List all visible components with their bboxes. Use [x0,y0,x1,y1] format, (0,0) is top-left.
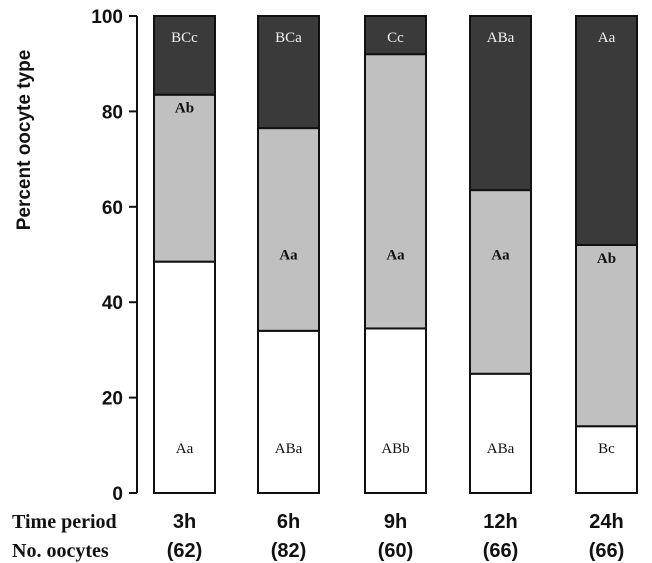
y-tick-label: 0 [112,484,123,505]
bar-segment [257,127,320,332]
bar-group-6h: ABa Aa BCa [257,15,320,494]
x-tick-label: 3h [173,511,196,533]
bar-segment-label: ABa [487,441,515,457]
y-axis: 0 20 40 60 80 100 [91,7,138,505]
oocyte-count-label: No. oocytes [12,540,109,562]
bar-segment [153,93,216,263]
bar-group-12h: ABa Aa ABa [469,15,532,494]
bar-segment-label: Aa [386,247,405,263]
bar-segment-label: ABa [275,441,303,457]
bar-segment [153,15,216,96]
y-tick-label: 60 [102,198,123,219]
oocyte-count: (62) [167,540,203,562]
oocyte-count: (82) [271,540,307,562]
bar-group-3h: Aa Ab BCc [153,15,216,494]
bars: Aa Ab BCc ABa Aa BCa ABb Aa Cc ABa Aa ABa Bc Ab Aa [153,15,638,494]
bar-segment-label: BCa [275,30,302,46]
bar-segment [575,243,638,428]
bar-segment-label: Aa [491,247,510,263]
bar-segment-label: ABb [381,441,409,457]
oocyte-count: (60) [378,540,414,562]
oocyte-count: (66) [589,540,625,562]
bar-segment [469,189,532,375]
y-tick-label: 20 [102,389,123,410]
bar-segment-label: Ab [175,101,194,117]
oocyte-count: (66) [483,540,519,562]
bar-segment [469,372,532,494]
time-period-label: Time period [12,511,117,533]
y-tick-label: 40 [102,293,123,314]
y-axis-title: Percent oocyte type [14,50,35,231]
bar-segment [364,53,427,330]
bar-segment [364,15,427,56]
x-tick-label: 24h [589,511,623,533]
bar-segment-label: Aa [279,247,298,263]
bar-segment [257,15,320,130]
bar-group-24h: Bc Ab Aa [575,15,638,494]
bar-group-9h: ABb Aa Cc [364,15,427,494]
y-tick-label: 80 [102,102,123,123]
bar-segment [257,329,320,494]
bar-segment [469,15,532,192]
x-tick-label: 6h [277,511,300,533]
bar-segment-label: Cc [387,30,404,46]
bar-segment [575,425,638,494]
x-tick-label: 9h [384,511,407,533]
y-tick-label: 100 [91,7,123,28]
bar-segment-label: BCc [171,30,198,46]
bar-segment [364,327,427,494]
bar-segment-label: Ab [597,251,616,267]
bar-segment [153,260,216,494]
x-tick-label: 12h [483,511,517,533]
bar-segment-label: Bc [598,441,615,457]
category-labels: 3h (62) 6h (82) 9h (60) 12h (66) 24h (66) [167,511,625,562]
bar-segment-label: ABa [487,30,515,46]
bar-segment-label: Aa [598,30,616,46]
bar-segment [575,15,638,246]
bar-segment-label: Aa [176,441,194,457]
